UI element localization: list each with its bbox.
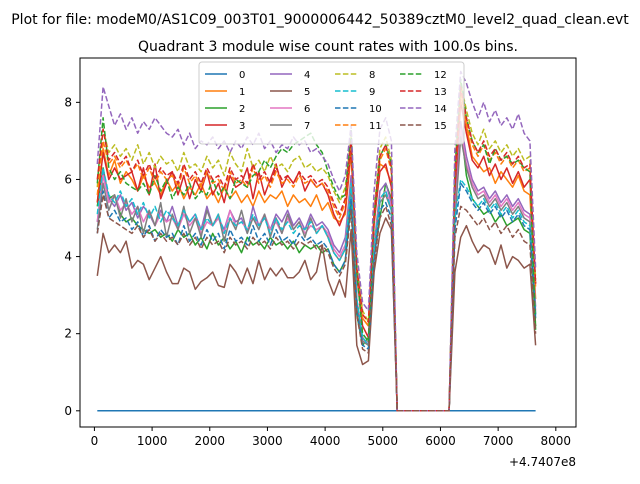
legend-label-9: 9 (369, 87, 375, 98)
y-tick-label: 6 (64, 172, 72, 186)
legend-label-3: 3 (239, 121, 245, 132)
legend-label-4: 4 (304, 70, 310, 81)
y-tick-label: 2 (64, 327, 72, 341)
y-axis: 0 2 4 6 8 (64, 95, 80, 418)
x-tick-label: 2000 (194, 434, 225, 448)
series-line-11 (96, 93, 537, 412)
chart-title: Quadrant 3 module wise count rates with … (138, 39, 518, 55)
legend-label-1: 1 (239, 87, 245, 98)
legend-label-13: 13 (434, 87, 447, 98)
x-tick-label: 3000 (252, 434, 283, 448)
legend-label-15: 15 (434, 121, 447, 132)
x-axis: 0 1000 2000 3000 4000 5000 6000 7000 8000 (91, 427, 571, 448)
x-tick-label: 6000 (425, 434, 456, 448)
x-tick-label: 8000 (541, 434, 572, 448)
legend-box (198, 61, 465, 145)
legend-label-2: 2 (239, 104, 245, 115)
legend-label-14: 14 (434, 104, 447, 115)
x-tick-label: 0 (91, 434, 99, 448)
legend-label-7: 7 (304, 121, 310, 132)
series-line-2 (96, 124, 537, 412)
series-line-3 (96, 101, 537, 412)
series-line-5 (96, 217, 537, 412)
y-tick-label: 4 (64, 250, 72, 264)
series-line-15 (96, 194, 537, 412)
legend-label-11: 11 (369, 121, 382, 132)
legend-label-0: 0 (239, 70, 245, 81)
series-line-9 (96, 167, 537, 412)
y-tick-label: 0 (64, 404, 72, 418)
x-tick-label: 1000 (137, 434, 168, 448)
series-line-1 (96, 90, 537, 412)
series-line-10 (96, 182, 537, 412)
x-axis-offset-label: +4.7407e8 (509, 455, 576, 469)
y-tick-label: 8 (64, 95, 72, 109)
x-tick-label: 7000 (483, 434, 514, 448)
series-line-8 (96, 82, 537, 412)
legend-label-10: 10 (369, 104, 382, 115)
figure-suptitle: Plot for file: modeM0/AS1C09_003T01_9000… (11, 12, 629, 28)
series-line-13 (96, 86, 537, 412)
series-line-4 (96, 120, 537, 412)
legend-label-6: 6 (304, 104, 310, 115)
legend-label-8: 8 (369, 70, 375, 81)
plot-frame (79, 57, 577, 428)
legend-label-12: 12 (434, 70, 447, 81)
x-tick-label: 5000 (368, 434, 399, 448)
series-line-7 (96, 136, 537, 412)
x-tick-label: 4000 (310, 434, 341, 448)
legend-label-5: 5 (304, 87, 310, 98)
